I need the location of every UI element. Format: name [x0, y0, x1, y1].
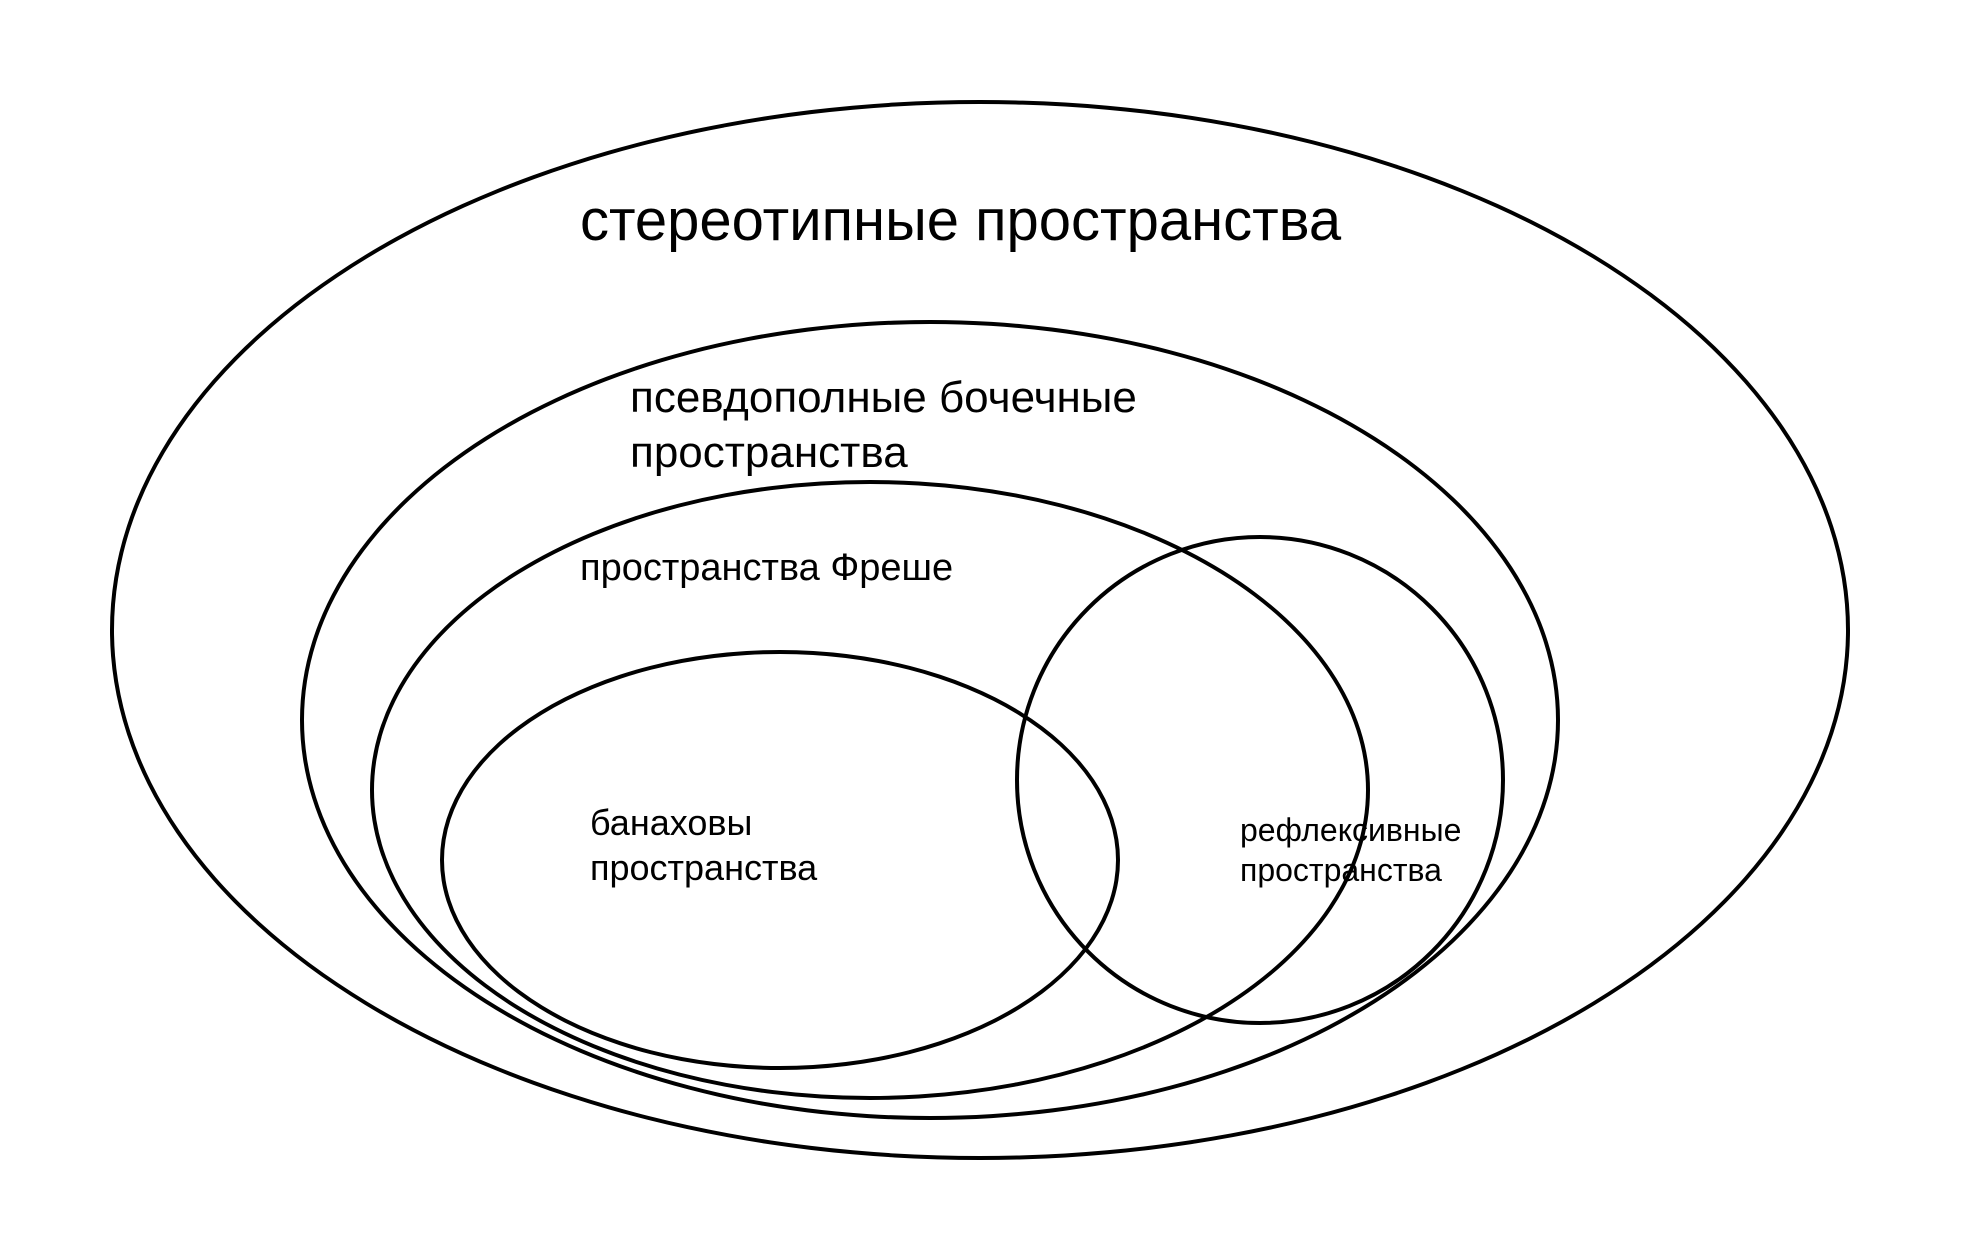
- label-reflexive-spaces: рефлексивные пространства: [1240, 810, 1461, 890]
- label-banach-spaces: банаховы пространства: [590, 800, 817, 890]
- label-pseudocomplete-barrelled-spaces: псевдополные бочечные пространства: [630, 370, 1137, 480]
- label-stereotypical-spaces: стереотипные пространства: [580, 185, 1341, 258]
- ellipse-reflexive-spaces: [1015, 535, 1505, 1025]
- label-frechet-spaces: пространства Фреше: [580, 545, 953, 593]
